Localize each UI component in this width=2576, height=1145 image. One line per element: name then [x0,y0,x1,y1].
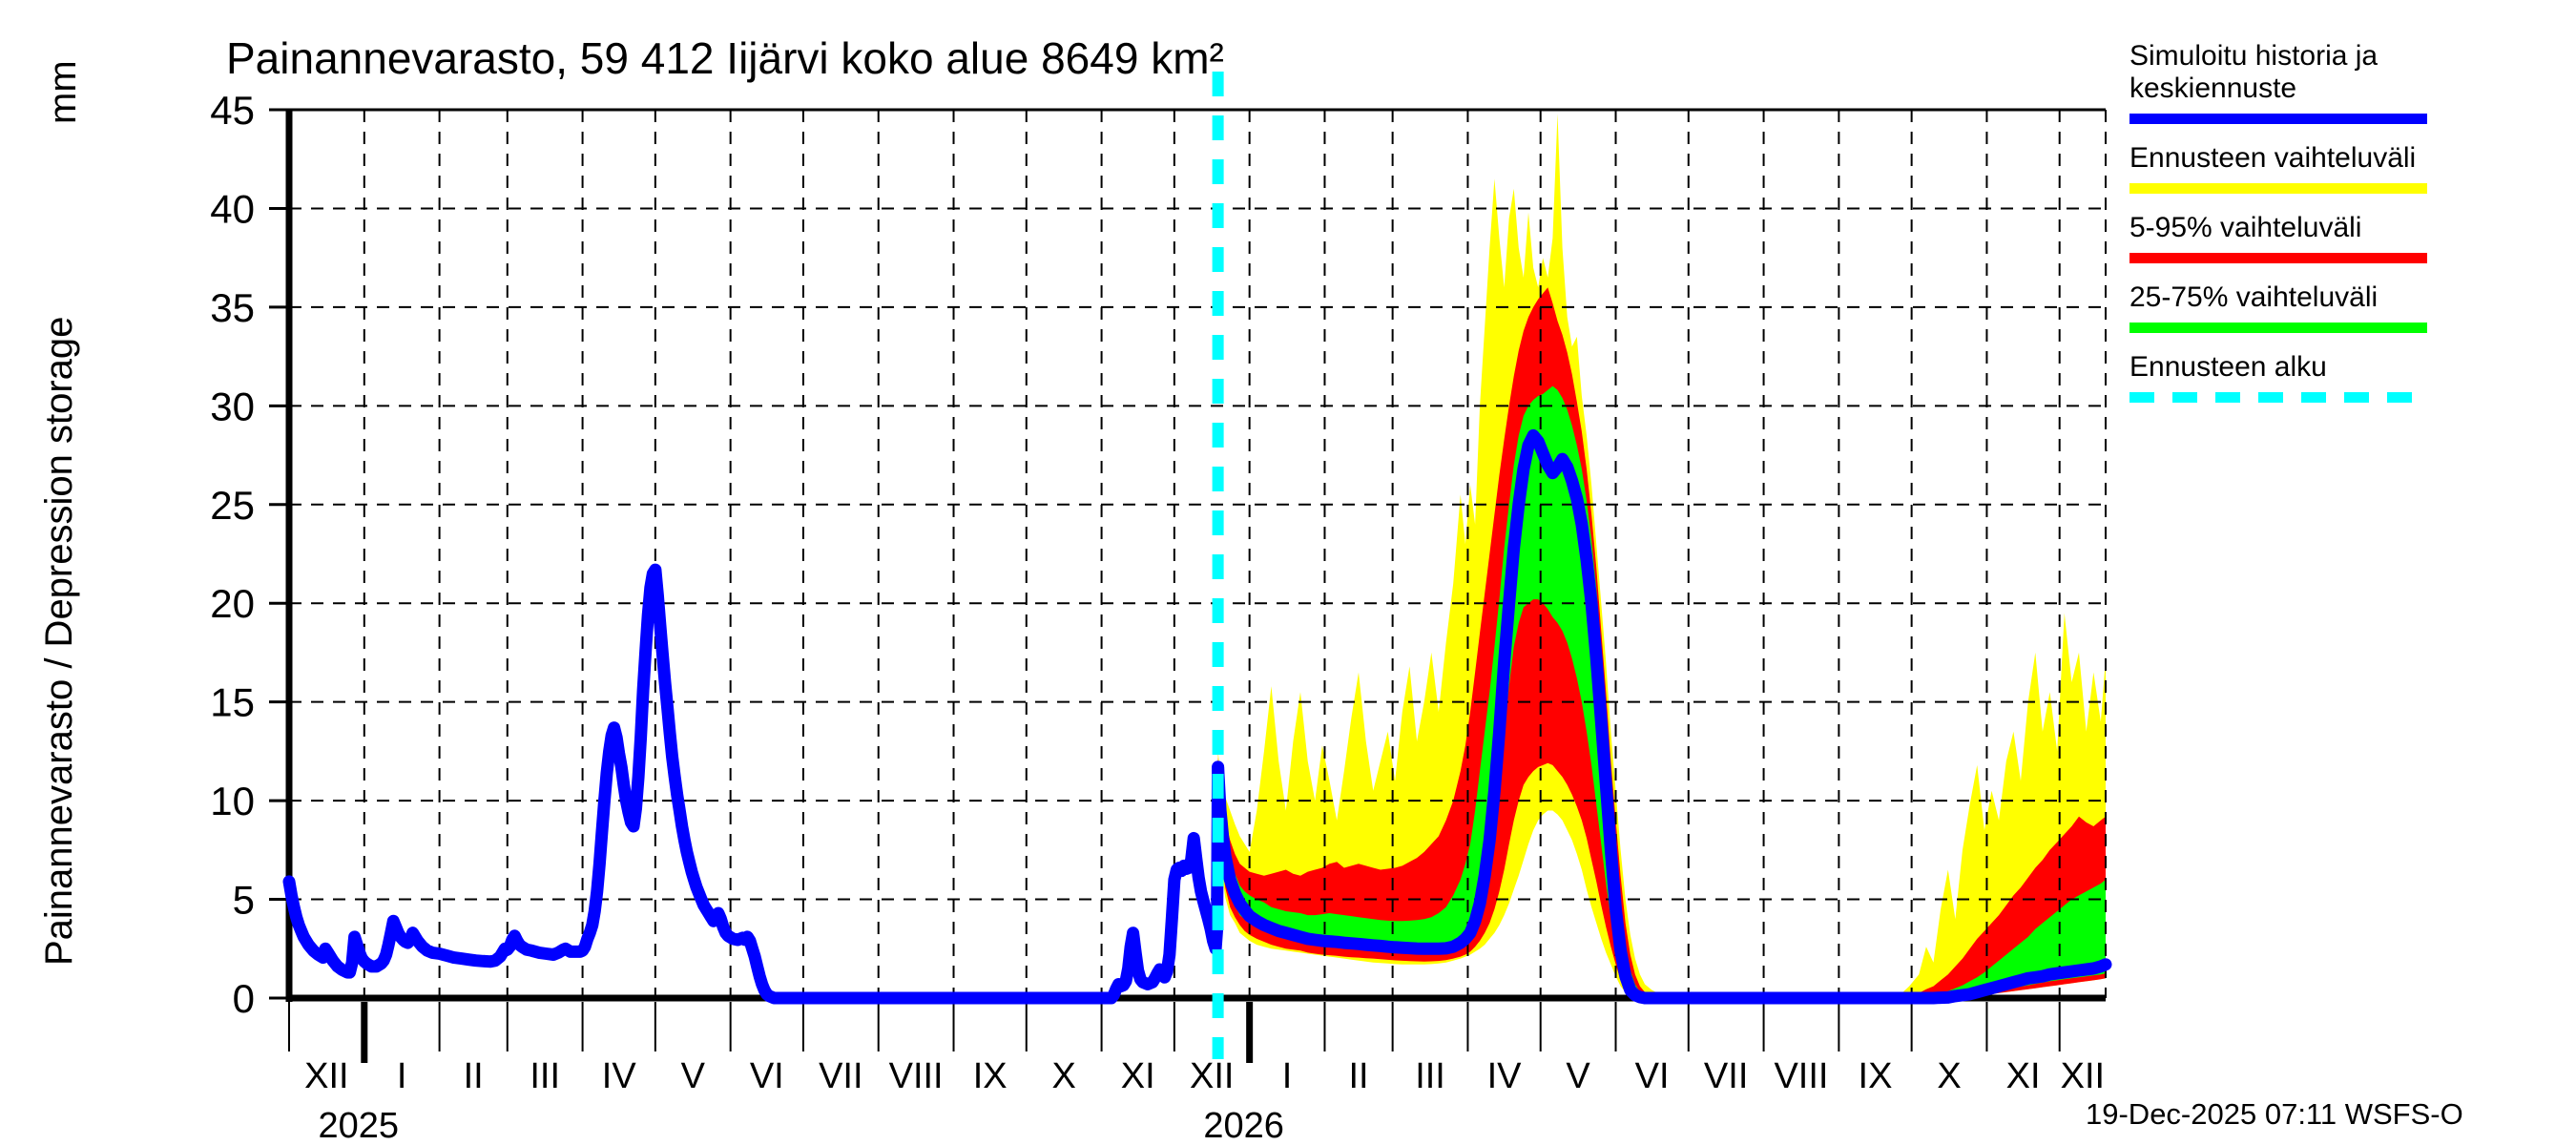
chart-title: Painannevarasto, 59 412 Iijärvi koko alu… [226,33,1224,83]
legend-item-total-range: Ennusteen vaihteluväli [2129,142,2444,194]
band-total-range-yellow [1217,114,2106,999]
history-line [282,563,1225,1005]
y-axis-unit: mm [42,60,84,124]
legend-label: 5-95% vaihteluväli [2129,212,2362,243]
legend-item-forecast-start: Ennusteen alku [2129,351,2444,403]
x-month-label: X [1937,1056,1961,1096]
timestamp: 19-Dec-2025 07:11 WSFS-O [2086,1097,2463,1131]
legend-item-5-95: 5-95% vaihteluväli [2129,212,2444,263]
x-month-label: X [1052,1056,1076,1096]
x-month-label: VII [819,1056,862,1096]
x-month-label: IX [973,1056,1008,1096]
x-month-label: III [530,1056,560,1096]
y-tick-label: 5 [233,878,255,923]
y-tick-label: 20 [210,581,255,626]
y-tick-label: 25 [210,483,255,528]
x-month-label: VI [750,1056,784,1096]
legend-line-history-blue [2129,114,2427,124]
x-month-label: VIII [889,1056,944,1096]
x-month-label: III [1415,1056,1445,1096]
x-month-label: II [464,1056,484,1096]
legend-label: 25-75% vaihteluväli [2129,281,2379,313]
x-month-label: VI [1635,1056,1670,1096]
legend-line-range-yellow [2129,183,2427,194]
y-tick-label: 35 [210,285,255,330]
x-month-label: IX [1859,1056,1893,1096]
x-month-label: II [1348,1056,1368,1096]
y-tick-label: 0 [233,976,255,1021]
forecast-median-line [1212,428,2112,1005]
x-year-label: 2026 [1203,1106,1284,1145]
x-month-label: VIII [1774,1056,1828,1096]
x-month-label: XII [304,1056,348,1096]
legend-label: Simuloitu historia ja keskiennuste [2129,40,2379,104]
x-year-label: 2025 [319,1106,400,1145]
legend-line-forecast-start-cyan [2129,392,2427,403]
x-month-label: I [1282,1056,1293,1096]
legend-label: Ennusteen vaihteluväli [2129,142,2417,174]
x-month-label: XI [1121,1056,1155,1096]
legend-item-history: Simuloitu historia ja keskiennuste [2129,40,2444,124]
y-tick-label: 30 [210,384,255,428]
x-month-label: XI [2006,1056,2041,1096]
y-tick-label: 45 [210,88,255,133]
legend-line-5-95-red [2129,253,2427,263]
x-month-label: VII [1704,1056,1748,1096]
x-month-label: XII [2061,1056,2105,1096]
legend-label: Ennusteen alku [2129,351,2327,383]
x-month-label: V [1566,1056,1590,1096]
y-tick-label: 15 [210,680,255,725]
legend: Simuloitu historia ja keskiennuste Ennus… [2129,40,2444,421]
x-month-label: IV [1487,1056,1523,1096]
y-tick-label: 10 [210,779,255,823]
y-tick-label: 40 [210,186,255,231]
x-month-label: I [397,1056,407,1096]
y-axis-label: Painannevarasto / Depression storage [38,316,80,966]
x-month-label: V [681,1056,706,1096]
legend-line-25-75-green [2129,323,2427,333]
x-month-label: IV [602,1056,637,1096]
legend-item-25-75: 25-75% vaihteluväli [2129,281,2444,333]
x-month-label: XII [1190,1056,1234,1096]
